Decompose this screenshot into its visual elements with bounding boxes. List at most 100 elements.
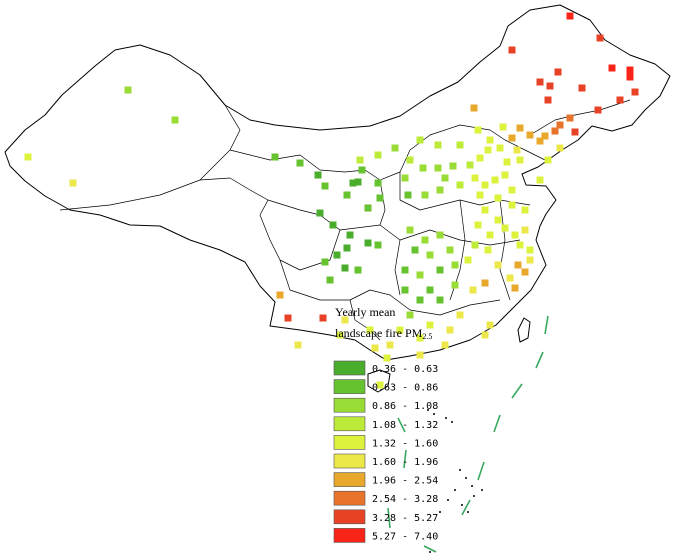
city-marker — [481, 331, 489, 339]
city-marker — [508, 201, 516, 209]
legend-subtitle: landscape fire PM2.5 — [335, 326, 432, 341]
city-marker — [343, 244, 351, 252]
province-borders — [59, 99, 631, 341]
city-marker — [349, 179, 357, 187]
city-marker — [374, 151, 382, 159]
city-marker — [426, 251, 434, 259]
city-marker — [401, 174, 409, 182]
legend-label: 2.54 - 3.28 — [372, 494, 438, 505]
city-marker — [616, 96, 624, 104]
city-marker — [124, 86, 132, 94]
legend-label: 1.32 - 1.60 — [372, 438, 438, 449]
city-marker — [554, 68, 562, 76]
city-marker — [354, 266, 362, 274]
city-marker — [376, 381, 384, 389]
city-marker — [481, 279, 489, 287]
city-marker — [24, 153, 32, 161]
legend-label: 0.63 - 0.86 — [372, 383, 438, 394]
city-marker — [284, 314, 292, 322]
city-marker — [571, 128, 579, 136]
city-marker — [404, 191, 412, 199]
city-marker — [456, 311, 464, 319]
city-marker — [356, 156, 364, 164]
city-marker — [271, 153, 279, 161]
city-marker — [451, 281, 459, 289]
city-marker — [471, 174, 479, 182]
legend-swatch — [333, 360, 366, 376]
city-marker — [341, 264, 349, 272]
city-markers — [24, 12, 639, 389]
city-marker — [374, 179, 382, 187]
city-marker — [551, 127, 559, 135]
city-marker — [521, 226, 529, 234]
country-border — [4, 4, 671, 361]
city-marker — [470, 104, 478, 112]
city-marker — [526, 131, 534, 139]
city-marker — [546, 82, 554, 90]
legend-subtitle-main: landscape fire PM — [335, 326, 423, 340]
city-marker — [521, 268, 529, 276]
city-marker — [511, 284, 519, 292]
city-marker — [406, 311, 414, 319]
legend-swatch — [333, 435, 366, 450]
city-marker — [426, 286, 434, 294]
city-marker — [501, 224, 509, 232]
city-marker — [626, 73, 634, 81]
city-marker — [526, 256, 534, 264]
city-marker — [476, 154, 484, 162]
city-marker — [321, 258, 329, 266]
city-marker — [333, 251, 341, 259]
city-marker — [69, 179, 77, 187]
legend-label: 1.60 - 1.96 — [372, 457, 438, 468]
legend-label: 5.27 - 7.40 — [372, 531, 438, 542]
city-marker — [556, 144, 564, 152]
city-marker — [494, 261, 502, 269]
legend-swatch — [333, 379, 366, 394]
city-marker — [326, 276, 334, 284]
city-marker — [566, 114, 574, 122]
city-marker — [406, 226, 414, 234]
city-marker — [484, 146, 492, 154]
city-marker — [484, 246, 492, 254]
city-marker — [464, 256, 472, 264]
city-marker — [366, 326, 374, 334]
legend-label: 3.28 - 5.27 — [372, 513, 438, 524]
city-marker — [419, 164, 427, 172]
city-marker — [541, 132, 549, 140]
city-marker — [416, 136, 424, 144]
city-marker — [358, 166, 366, 174]
city-marker — [294, 341, 302, 349]
city-marker — [441, 174, 449, 182]
city-marker — [471, 241, 479, 249]
city-marker — [496, 144, 504, 152]
legend-swatch — [333, 397, 366, 413]
city-marker — [536, 176, 544, 184]
city-marker — [436, 296, 444, 304]
city-marker — [536, 78, 544, 86]
city-marker — [508, 134, 516, 142]
city-marker — [501, 171, 509, 179]
taiwan — [517, 317, 531, 343]
city-marker — [436, 266, 444, 274]
city-marker — [508, 46, 516, 54]
legend-title: Yearly mean — [335, 305, 395, 319]
city-marker — [456, 181, 464, 189]
city-marker — [391, 144, 399, 152]
city-marker — [416, 334, 424, 342]
city-marker — [336, 331, 344, 339]
city-marker — [474, 126, 482, 134]
city-marker — [449, 162, 457, 170]
city-marker — [451, 261, 459, 269]
city-marker — [421, 191, 429, 199]
city-marker — [329, 221, 337, 229]
city-marker — [456, 141, 464, 149]
city-marker — [276, 291, 284, 299]
city-marker — [371, 344, 379, 352]
city-marker — [481, 181, 489, 189]
city-marker — [474, 221, 482, 229]
city-marker — [171, 116, 179, 124]
city-marker — [341, 316, 349, 324]
legend: Yearly mean landscape fire PM2.5 0.36 - … — [333, 305, 438, 543]
city-marker — [513, 146, 521, 154]
